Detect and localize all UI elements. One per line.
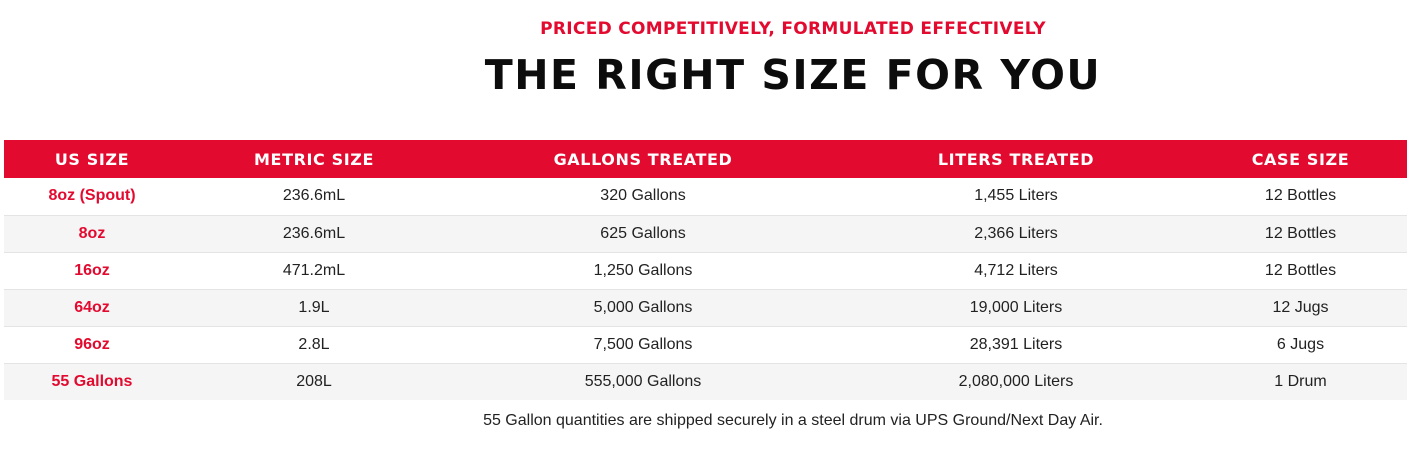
column-header-metric-size: METRIC SIZE (254, 149, 374, 169)
gallons-treated-cell: 555,000 Gallons (584, 372, 702, 390)
gallons-treated-cell: 5,000 Gallons (593, 298, 693, 316)
column-header-us-size: US SIZE (54, 149, 130, 169)
column-header-liters-treated: LITERS TREATED (937, 149, 1095, 169)
metric-size-cell: 208L (296, 372, 332, 390)
liters-treated-cell: 1,455 Liters (974, 187, 1058, 205)
liters-treated-cell: 2,080,000 Liters (958, 372, 1074, 390)
table-row: 8oz 236.6mL 625 Gallons 2,366 Liters 12 … (4, 215, 1407, 252)
size-table: US SIZE METRIC SIZE GALLONS TREATED LITE… (4, 140, 1407, 400)
liters-treated-cell: 2,366 Liters (974, 224, 1058, 242)
metric-size-cell: 2.8L (298, 335, 330, 353)
table-row: 8oz (Spout) 236.6mL 320 Gallons 1,455 Li… (4, 178, 1407, 215)
case-size-cell: 12 Bottles (1264, 261, 1337, 279)
size-table-container: US SIZE METRIC SIZE GALLONS TREATED LITE… (4, 140, 1407, 400)
column-header-gallons-treated: GALLONS TREATED (553, 149, 733, 169)
metric-size-cell: 471.2mL (282, 261, 346, 279)
liters-treated-cell: 28,391 Liters (969, 335, 1063, 353)
gallons-treated-cell: 320 Gallons (600, 187, 686, 205)
table-header-row: US SIZE METRIC SIZE GALLONS TREATED LITE… (4, 140, 1407, 178)
gallons-treated-cell: 7,500 Gallons (593, 335, 693, 353)
us-size-cell: 16oz (74, 261, 110, 279)
us-size-cell: 8oz (Spout) (48, 187, 136, 205)
gallons-treated-cell: 625 Gallons (600, 224, 686, 242)
page-title: THE RIGHT SIZE FOR YOU (484, 51, 1102, 99)
case-size-cell: 12 Bottles (1264, 224, 1337, 242)
table-row: 96oz 2.8L 7,500 Gallons 28,391 Liters 6 … (4, 326, 1407, 363)
metric-size-cell: 236.6mL (282, 224, 346, 242)
metric-size-cell: 236.6mL (282, 187, 346, 205)
case-size-cell: 6 Jugs (1276, 335, 1325, 353)
case-size-cell: 1 Drum (1274, 372, 1327, 390)
metric-size-cell: 1.9L (298, 298, 330, 316)
table-row: 16oz 471.2mL 1,250 Gallons 4,712 Liters … (4, 252, 1407, 289)
gallons-treated-cell: 1,250 Gallons (593, 261, 693, 279)
table-row: 55 Gallons 208L 555,000 Gallons 2,080,00… (4, 363, 1407, 400)
us-size-cell: 8oz (78, 224, 106, 242)
liters-treated-cell: 19,000 Liters (969, 298, 1063, 316)
us-size-cell: 55 Gallons (51, 372, 133, 390)
column-header-case-size: CASE SIZE (1251, 149, 1350, 169)
liters-treated-cell: 4,712 Liters (974, 261, 1058, 279)
case-size-cell: 12 Bottles (1264, 187, 1337, 205)
shipping-footnote: 55 Gallon quantities are shipped securel… (483, 412, 1103, 429)
case-size-cell: 12 Jugs (1272, 298, 1329, 316)
table-row: 64oz 1.9L 5,000 Gallons 19,000 Liters 12… (4, 289, 1407, 326)
us-size-cell: 64oz (74, 298, 110, 316)
section-eyebrow: PRICED COMPETITIVELY, FORMULATED EFFECTI… (540, 19, 1046, 39)
us-size-cell: 96oz (74, 335, 110, 353)
